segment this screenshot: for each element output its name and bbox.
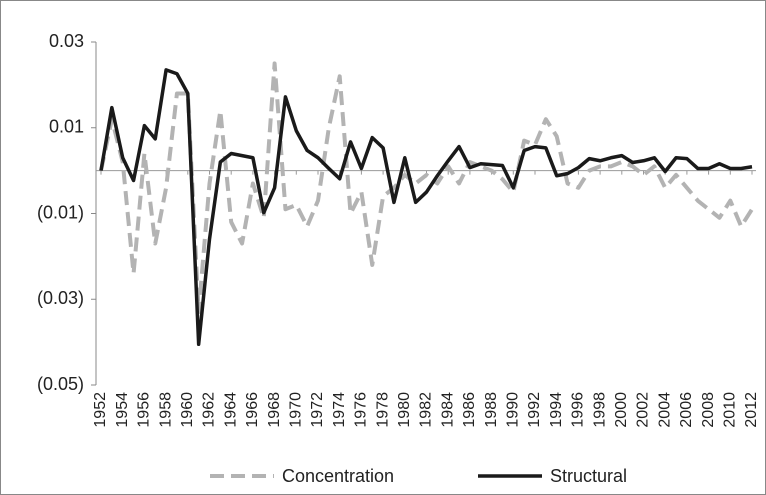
- x-tick-label: 2010: [722, 392, 739, 428]
- y-tick-label: 0.03: [49, 31, 84, 51]
- x-tick-label: 1966: [244, 392, 261, 428]
- legend-label: Concentration: [282, 466, 394, 486]
- x-tick-label: 1960: [179, 392, 196, 428]
- x-tick-label: 1976: [353, 392, 370, 428]
- x-tick-label: 1956: [136, 392, 153, 428]
- x-tick-label: 2012: [743, 392, 760, 428]
- x-tick-label: 1968: [266, 392, 283, 428]
- x-tick-label: 1984: [439, 392, 456, 428]
- x-tick-label: 1988: [483, 392, 500, 428]
- x-tick-label: 1974: [331, 392, 348, 428]
- y-tick-label: (0.01): [37, 202, 84, 222]
- x-tick-label: 1994: [548, 392, 565, 428]
- x-tick-label: 1952: [92, 392, 109, 428]
- y-tick-label: (0.03): [37, 288, 84, 308]
- x-tick-label: 2006: [678, 392, 695, 428]
- x-tick-label: 1964: [222, 392, 239, 428]
- x-tick-label: 1996: [570, 392, 587, 428]
- x-tick-label: 1986: [461, 392, 478, 428]
- x-tick-label: 1982: [418, 392, 435, 428]
- x-tick-label: 2008: [700, 392, 717, 428]
- x-tick-label: 1998: [591, 392, 608, 428]
- x-tick-label: 2002: [635, 392, 652, 428]
- x-tick-label: 1980: [396, 392, 413, 428]
- legend-label: Structural: [550, 466, 627, 486]
- y-tick-label: 0.01: [49, 117, 84, 137]
- y-tick-label: (0.05): [37, 374, 84, 394]
- x-tick-label: 2000: [613, 392, 630, 428]
- x-tick-label: 1972: [309, 392, 326, 428]
- x-tick-label: 1954: [114, 392, 131, 428]
- x-tick-label: 1978: [374, 392, 391, 428]
- x-tick-label: 1992: [526, 392, 543, 428]
- series-line: [99, 61, 754, 315]
- x-tick-label: 1990: [505, 392, 522, 428]
- x-tick-label: 2004: [656, 392, 673, 428]
- x-tick-label: 1970: [288, 392, 305, 428]
- x-tick-label: 1962: [201, 392, 218, 428]
- x-tick-label: 1958: [157, 392, 174, 428]
- series-line: [99, 68, 753, 347]
